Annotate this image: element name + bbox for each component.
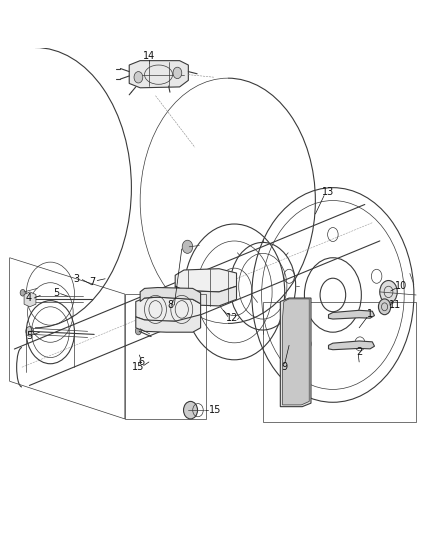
Text: 10: 10 xyxy=(395,281,407,291)
Text: 11: 11 xyxy=(389,300,401,310)
Text: 5: 5 xyxy=(53,288,59,298)
Text: 5: 5 xyxy=(27,330,33,341)
Text: 7: 7 xyxy=(89,277,95,287)
Text: 15: 15 xyxy=(132,362,144,372)
Polygon shape xyxy=(136,314,201,332)
Ellipse shape xyxy=(173,67,182,78)
Polygon shape xyxy=(140,287,201,304)
Ellipse shape xyxy=(134,71,143,83)
Ellipse shape xyxy=(378,299,391,314)
Ellipse shape xyxy=(182,240,193,253)
Polygon shape xyxy=(136,297,201,321)
Ellipse shape xyxy=(380,280,397,303)
Polygon shape xyxy=(175,286,237,306)
Text: 1: 1 xyxy=(367,309,373,319)
Text: 13: 13 xyxy=(322,187,335,197)
Text: 12: 12 xyxy=(226,313,238,323)
Ellipse shape xyxy=(184,401,198,419)
Text: 14: 14 xyxy=(143,51,155,61)
Text: 3: 3 xyxy=(74,274,80,284)
Polygon shape xyxy=(328,341,374,350)
Polygon shape xyxy=(328,310,374,319)
Text: 15: 15 xyxy=(209,405,222,415)
Text: 9: 9 xyxy=(282,362,288,372)
Polygon shape xyxy=(24,292,36,307)
Ellipse shape xyxy=(135,327,141,335)
Text: 2: 2 xyxy=(356,347,362,357)
Text: 4: 4 xyxy=(25,293,32,303)
Text: 6: 6 xyxy=(138,357,144,367)
Ellipse shape xyxy=(26,295,34,304)
Text: 8: 8 xyxy=(167,300,173,310)
Polygon shape xyxy=(283,299,309,405)
Polygon shape xyxy=(280,298,311,407)
Ellipse shape xyxy=(20,289,25,296)
Polygon shape xyxy=(129,61,188,88)
Ellipse shape xyxy=(26,327,34,336)
Polygon shape xyxy=(175,269,237,292)
